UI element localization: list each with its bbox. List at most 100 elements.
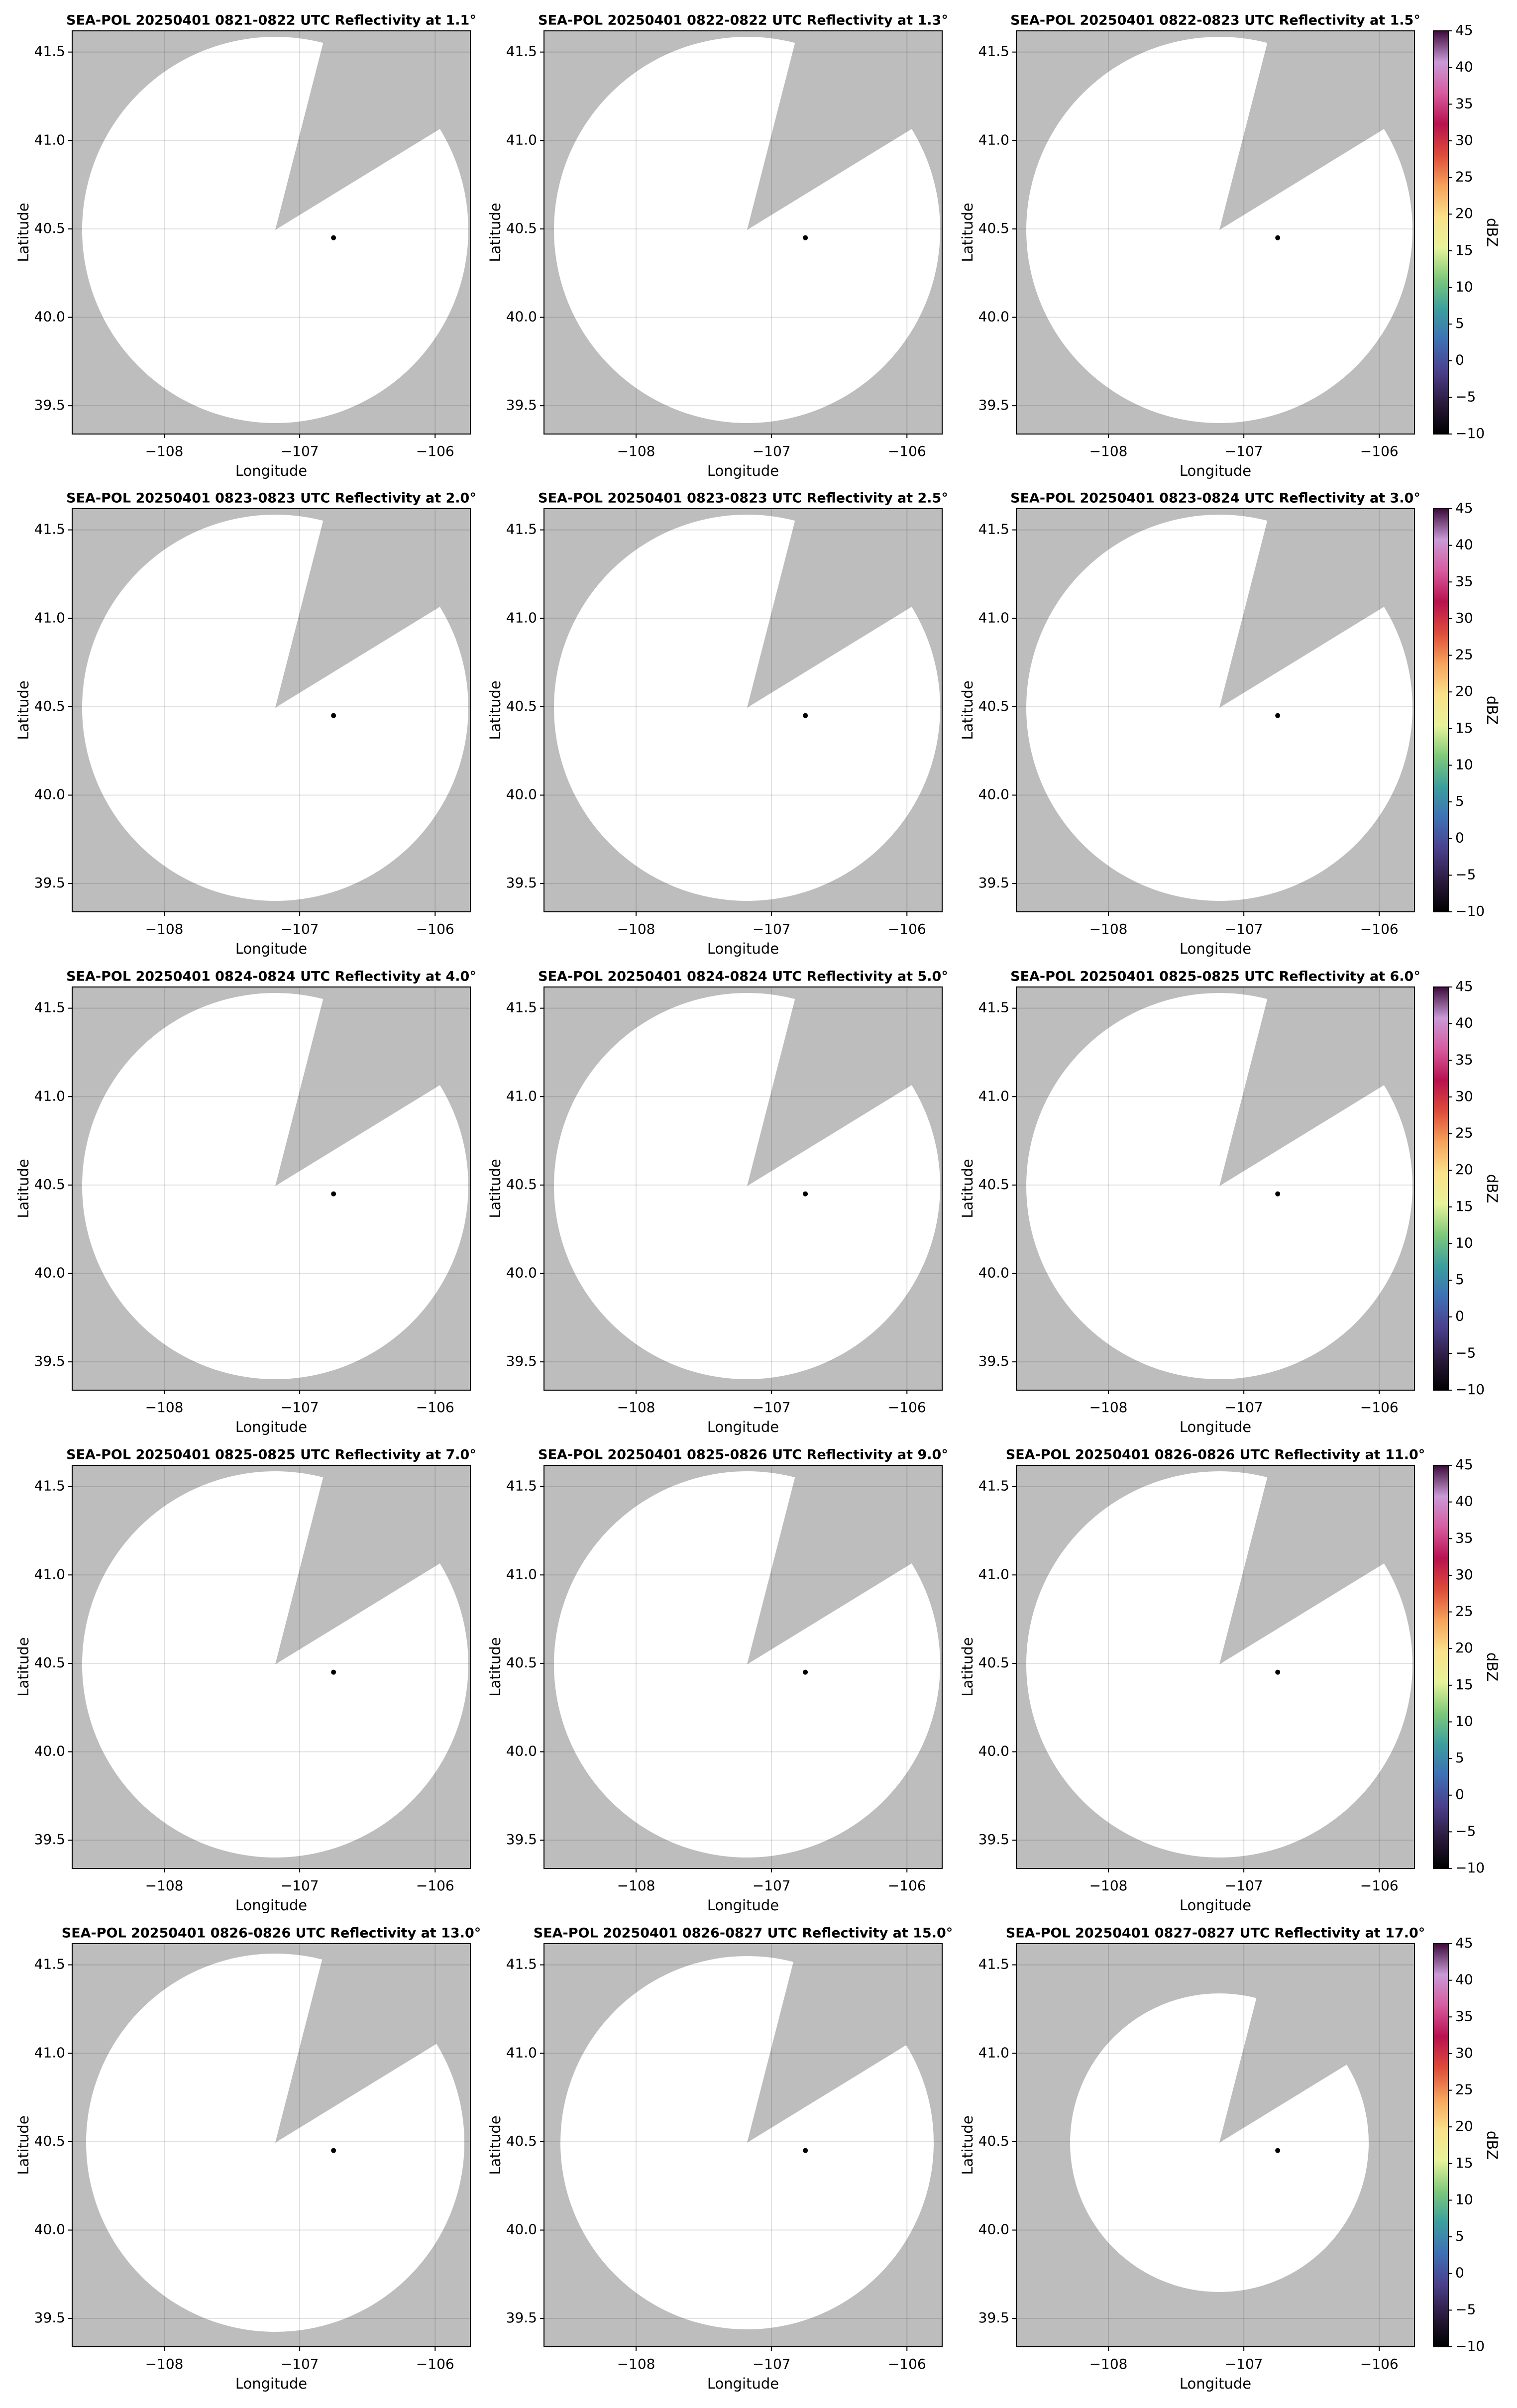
x-tick-label: −106 [888, 2356, 926, 2372]
colorbar-tick-label: 10 [1455, 1713, 1473, 1729]
colorbar-tick-label: −5 [1455, 866, 1476, 882]
colorbar-tick-label: 40 [1455, 59, 1473, 75]
x-tick-label: −106 [416, 443, 454, 459]
panel: −108 −107 −10639.540.040.541.041.5SEA-POL … [487, 1926, 953, 2393]
point [331, 1669, 336, 1675]
colorbar [1433, 1465, 1449, 1869]
x-tick-label: −107 [1225, 2356, 1263, 2372]
x-axis-label: Longitude [235, 940, 307, 957]
colorbar-tick-label: −5 [1455, 2301, 1476, 2317]
y-tick-label: 39.5 [34, 397, 65, 413]
x-tick-label: −108 [1089, 1399, 1128, 1416]
point [331, 2148, 336, 2153]
chart-title: SEA-POL 20250401 0824-0824 UTC Reflectiv… [538, 969, 948, 985]
y-tick-label: 41.0 [506, 131, 537, 148]
colorbar-tick-label: 20 [1455, 1161, 1473, 1178]
x-tick-label: −108 [145, 1399, 184, 1416]
y-tick-label: 40.0 [506, 309, 537, 325]
y-axis-label: Latitude [15, 1159, 32, 1218]
x-tick-label: −106 [888, 1877, 926, 1894]
y-tick-label: 41.5 [978, 1478, 1009, 1494]
x-tick-label: −107 [1225, 443, 1263, 459]
panel: −108 −107 −10639.540.040.541.041.5SEA-POL … [959, 1447, 1501, 1914]
colorbar-tick-label: 45 [1455, 22, 1473, 38]
x-tick-label: −108 [1089, 2356, 1128, 2372]
y-tick-label: 41.5 [978, 999, 1009, 1016]
panel: −108 −107 −10639.540.040.541.041.5SEA-POL … [959, 13, 1501, 480]
x-tick-label: −108 [617, 2356, 655, 2372]
y-tick-label: 40.0 [34, 786, 65, 803]
colorbar-tick-label: −10 [1455, 2338, 1485, 2354]
y-axis-label: Latitude [15, 1637, 32, 1696]
plot-frame [543, 986, 943, 1391]
y-tick-label: 41.0 [34, 2044, 65, 2061]
panel: −108 −107 −10639.540.040.541.041.5SEA-POL … [959, 969, 1501, 1436]
colorbar [1433, 1943, 1449, 2347]
blocked-sector [747, 509, 942, 708]
y-tick-label: 39.5 [34, 875, 65, 891]
colorbar-tick-label: −10 [1455, 1381, 1485, 1398]
colorbar-tick-label: 30 [1455, 610, 1473, 626]
colorbar-tick-label: 35 [1455, 573, 1473, 589]
colorbar-tick-label: 0 [1455, 1786, 1464, 1803]
y-tick-label: 39.5 [34, 2309, 65, 2326]
y-tick-label: 39.5 [34, 1831, 65, 1848]
chart-title: SEA-POL 20250401 0826-0826 UTC Reflectiv… [62, 1926, 481, 1941]
y-tick-label: 40.0 [506, 1265, 537, 1281]
y-axis-label: Latitude [959, 2115, 976, 2175]
colorbar-tick-label: 5 [1455, 315, 1464, 331]
point [803, 713, 808, 718]
chart-title: SEA-POL 20250401 0823-0823 UTC Reflectiv… [538, 491, 948, 506]
x-tick-label: −108 [1089, 443, 1128, 459]
point [331, 235, 336, 240]
plot-frame [72, 986, 471, 1391]
y-tick-label: 40.0 [978, 2221, 1009, 2238]
x-tick-label: −107 [1225, 921, 1263, 937]
panel: −108 −107 −10639.540.040.541.041.5SEA-POL … [487, 491, 948, 958]
colorbar-tick-label: −10 [1455, 903, 1485, 919]
y-tick-label: 40.5 [978, 2133, 1009, 2149]
x-tick-label: −106 [1360, 2356, 1399, 2372]
y-tick-label: 41.0 [34, 609, 65, 626]
panel: −108 −107 −10639.540.040.541.041.5SEA-POL … [487, 13, 948, 480]
colorbar-tick-label: 45 [1455, 1935, 1473, 1951]
plot-area [544, 509, 942, 912]
plot-area [544, 1465, 942, 1868]
x-axis-label: Longitude [707, 1897, 779, 1914]
y-axis-label: Latitude [959, 680, 976, 740]
y-tick-label: 40.5 [506, 1654, 537, 1671]
plot-frame [1016, 1943, 1415, 2347]
colorbar-tick-label: 20 [1455, 683, 1473, 699]
y-tick-label: 41.0 [978, 1088, 1009, 1104]
y-tick-label: 41.5 [34, 1478, 65, 1494]
y-tick-label: 39.5 [506, 2309, 537, 2326]
x-tick-label: −107 [281, 1877, 319, 1894]
blocked-sector [747, 31, 942, 230]
blocked-sector [275, 1944, 470, 2143]
x-tick-label: −107 [753, 1399, 791, 1416]
colorbar-tick-label: 15 [1455, 2155, 1473, 2171]
colorbar [1433, 508, 1449, 912]
point [803, 2148, 808, 2153]
colorbar-tick-label: −10 [1455, 425, 1485, 441]
colorbar-tick-label: 30 [1455, 1566, 1473, 1583]
colorbar-tick-label: 30 [1455, 132, 1473, 148]
x-tick-label: −106 [416, 1399, 454, 1416]
x-tick-label: −106 [888, 921, 926, 937]
chart-title: SEA-POL 20250401 0822-0822 UTC Reflectiv… [538, 13, 948, 28]
colorbar-label: dBZ [1484, 218, 1501, 247]
x-tick-label: −108 [145, 443, 184, 459]
plot-area [72, 509, 470, 912]
plot-area [1016, 509, 1414, 912]
y-tick-label: 40.0 [978, 786, 1009, 803]
x-axis-label: Longitude [235, 2375, 307, 2392]
x-tick-label: −106 [416, 921, 454, 937]
chart-title: SEA-POL 20250401 0823-0824 UTC Reflectiv… [1010, 491, 1420, 506]
x-tick-label: −108 [617, 1877, 655, 1894]
plot-area [1016, 1944, 1414, 2347]
blocked-sector [1219, 1465, 1414, 1664]
colorbar-tick-label: 15 [1455, 720, 1473, 736]
blocked-sector [1219, 509, 1414, 708]
x-tick-label: −106 [1360, 921, 1399, 937]
x-tick-label: −108 [1089, 1877, 1128, 1894]
